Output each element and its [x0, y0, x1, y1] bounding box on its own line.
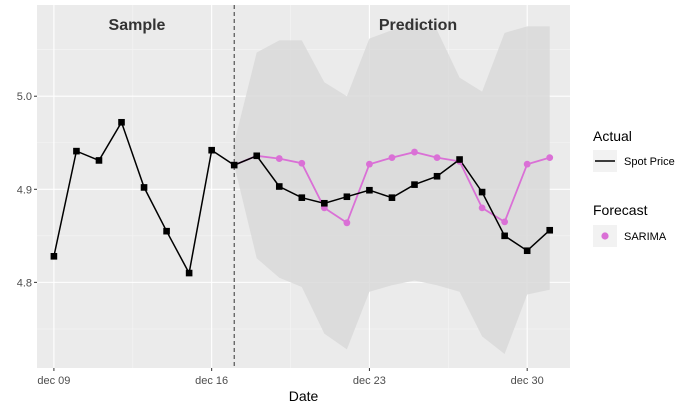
point-spot-price [253, 152, 261, 160]
point-spot-price [523, 247, 531, 255]
point-sarima [523, 160, 531, 168]
point-sarima [366, 160, 373, 168]
point-spot-price [321, 199, 328, 207]
point-sarima [501, 218, 509, 226]
legend-title-forecast: Forecast [593, 202, 648, 218]
point-spot-price [456, 156, 463, 163]
point-spot-price [73, 147, 80, 155]
point-spot-price [275, 183, 283, 190]
point-spot-price [95, 157, 103, 164]
point-spot-price [411, 181, 418, 188]
point-spot-price [208, 146, 215, 154]
point-spot-price [230, 161, 238, 169]
point-spot-price [50, 253, 58, 260]
point-sarima [388, 154, 396, 162]
point-spot-price [388, 194, 396, 201]
y-tick-label: 4.8 [17, 277, 32, 289]
point-sarima [298, 159, 306, 167]
point-sarima [275, 155, 283, 162]
point-spot-price [546, 226, 554, 234]
series-layer [50, 118, 554, 277]
point-spot-price [140, 184, 148, 191]
y-axis: 4.8 4.9 5.0 [17, 91, 37, 289]
y-tick-label: 5.0 [17, 91, 32, 103]
y-tick-label: 4.9 [17, 184, 32, 196]
prediction-region-label: Prediction [379, 17, 457, 34]
point-spot-price [433, 172, 441, 180]
point-sarima [411, 148, 418, 156]
point-spot-price [298, 194, 306, 201]
point-sarima [343, 219, 351, 227]
point-spot-price [501, 232, 508, 240]
x-tick-label: dec 16 [195, 375, 228, 387]
point-sarima [478, 204, 486, 212]
x-axis: dec 09 dec 16 dec 23 dec 30 [37, 368, 544, 387]
x-tick-label: dec 23 [353, 375, 386, 387]
legend-title-actual: Actual [593, 128, 632, 144]
point-spot-price [185, 269, 193, 277]
point-spot-price [478, 188, 486, 196]
legend: Actual Spot Price Forecast SARIMA [593, 128, 675, 247]
prediction-interval-band [234, 21, 550, 355]
x-axis-title: Date [289, 388, 319, 404]
legend-label-spot-price: Spot Price [624, 156, 675, 168]
legend-label-sarima: SARIMA [624, 231, 667, 243]
point-sarima [546, 154, 554, 162]
point-spot-price [163, 227, 170, 235]
point-spot-price [343, 193, 351, 201]
x-tick-label: dec 09 [37, 375, 70, 387]
legend-key-sarima-marker [601, 232, 609, 240]
point-spot-price [118, 118, 125, 126]
x-tick-label: dec 30 [511, 375, 544, 387]
sample-region-label: Sample [109, 17, 166, 34]
point-spot-price [366, 186, 373, 194]
point-sarima [433, 154, 441, 162]
